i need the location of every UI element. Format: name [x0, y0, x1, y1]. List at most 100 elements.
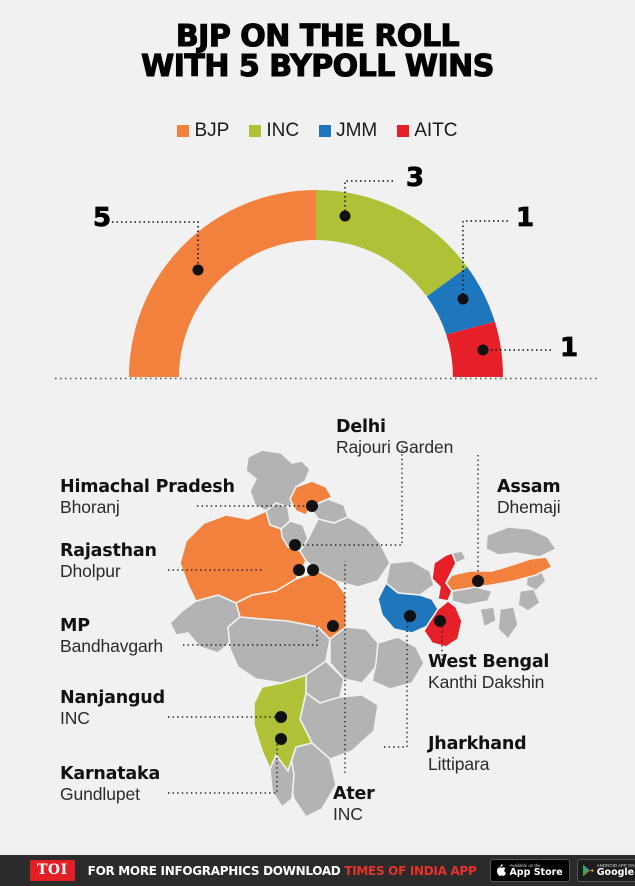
dot-bandhavgarh — [327, 620, 339, 632]
map-label-seat: Bandhavgarh — [60, 636, 164, 656]
map-label-karnataka: Karnataka Gundlupet — [60, 764, 161, 805]
dot-gundlupet — [275, 733, 287, 745]
map-label-himachal-pradesh: Himachal Pradesh Bhoranj — [60, 477, 235, 518]
legend-item-jmm: JMM — [319, 121, 377, 140]
play-icon — [582, 864, 593, 877]
map-label-jharkhand: Jharkhand Littipara — [428, 734, 527, 775]
legend-swatch-bjp — [177, 124, 190, 137]
legend-swatch-aitc — [397, 124, 410, 137]
google-play-badge-text: ANDROID APP ON Google play — [597, 863, 635, 878]
india-map-svg — [168, 445, 558, 819]
map-leader-lines — [168, 445, 479, 794]
map-label-state: MP — [60, 616, 90, 636]
legend-swatch-jmm — [319, 124, 332, 137]
legend-label-inc: INC — [266, 120, 300, 141]
footer-text-brand: TIMES OF INDIA — [344, 863, 447, 878]
title-line-1: BJP ON THE ROLL — [175, 19, 460, 54]
footer-text-tail: APP — [446, 863, 477, 878]
map-label-seat: Gundlupet — [60, 784, 140, 804]
map-label-assam: Assam Dhemaji — [497, 477, 561, 518]
state-himachal-pradesh-bjp — [289, 480, 334, 517]
map-states-aitc — [423, 552, 463, 648]
legend-item-inc: INC — [249, 121, 299, 140]
map-label-state: Ater — [333, 784, 375, 804]
arc-segment-inc — [316, 190, 468, 297]
state-west-bengal-aitc — [423, 552, 463, 648]
callout-dot-jmm — [457, 293, 469, 305]
app-store-badge[interactable]: Available on the App Store — [490, 859, 570, 882]
app-store-badge-small: Available on the — [509, 863, 541, 868]
callout-leader-jmm — [462, 220, 508, 294]
state-madhya-pradesh-bjp — [235, 570, 347, 641]
page-title: BJP ON THE ROLL WITH 5 BYPOLL WINS — [0, 19, 635, 84]
state-karnataka-inc — [253, 673, 314, 773]
leader-delhi — [299, 445, 403, 546]
state-manipur — [517, 588, 541, 612]
google-play-badge-big: Google play — [596, 867, 635, 878]
dot-bhoranj — [306, 500, 318, 512]
legend-label-jmm: JMM — [336, 120, 378, 141]
map-states-inc — [253, 673, 314, 773]
map-label-seat: Dholpur — [60, 561, 121, 581]
apple-icon — [497, 864, 507, 876]
map-seat-dots — [275, 500, 484, 745]
map-label-seat: INC — [333, 804, 363, 824]
semi-donut-chart: 5 3 1 1 — [0, 160, 635, 390]
dot-littipara — [404, 610, 416, 622]
google-play-badge[interactable]: ANDROID APP ON Google play — [576, 859, 635, 882]
state-odisha — [371, 636, 425, 690]
map-label-seat: Littipara — [428, 754, 490, 774]
map-label-mp: MP Bandhavgarh — [60, 616, 164, 657]
state-rajasthan-bjp — [179, 509, 307, 604]
map-label-seat: Kanthi Dakshin — [428, 672, 545, 692]
callout-value-bjp: 5 — [93, 203, 112, 233]
map-label-delhi: Delhi Rajouri Garden — [336, 418, 453, 458]
app-store-badges: Available on the App Store ANDROID APP O… — [490, 859, 635, 882]
legend-swatch-inc — [249, 124, 262, 137]
map-label-state: Nanjangud — [60, 688, 165, 708]
leader-jharkhand — [384, 616, 408, 748]
legend-item-aitc: AITC — [397, 120, 458, 141]
callout-dot-bjp — [192, 264, 204, 276]
footer-text: FOR MORE INFOGRAPHICS DOWNLOAD TIMES OF … — [88, 864, 477, 878]
legend-label-bjp: BJP — [194, 120, 230, 141]
callout-leader-bjp — [103, 221, 199, 266]
map-label-west-bengal: West Bengal Kanthi Dakshin — [428, 652, 550, 693]
state-arunachal — [485, 526, 558, 558]
map-label-state: Rajasthan — [60, 541, 157, 561]
dot-dholpur — [293, 564, 305, 576]
map-label-state: West Bengal — [428, 652, 550, 672]
legend-label-aitc: AITC — [414, 120, 458, 141]
google-play-badge-small: ANDROID APP ON — [596, 863, 635, 868]
toi-logo: TOI — [30, 860, 75, 881]
legend-item-bjp: BJP — [177, 121, 229, 140]
state-mizoram — [497, 606, 519, 641]
app-store-badge-text: Available on the App Store — [509, 863, 562, 878]
dot-ater — [307, 564, 319, 576]
arc-segment-bjp — [129, 190, 316, 377]
map-label-seat: Bhoranj — [60, 497, 120, 517]
map-label-state: Assam — [497, 477, 561, 497]
title-line-2: WITH 5 BYPOLL WINS — [141, 49, 495, 84]
callout-dot-aitc — [477, 344, 489, 356]
callout-dot-inc — [339, 210, 351, 222]
map-label-state: Jharkhand — [428, 734, 527, 754]
arc-segment-aitc — [446, 321, 504, 377]
dot-dhemaji — [472, 575, 484, 587]
dot-delhi — [289, 539, 301, 551]
map-label-state: Himachal Pradesh — [60, 477, 235, 497]
map-label-state: Karnataka — [60, 764, 161, 784]
callout-value-aitc: 1 — [560, 333, 579, 363]
dot-kanthi-dakshin — [434, 615, 446, 627]
state-tripura — [479, 606, 497, 629]
map-states-bjp — [179, 480, 554, 641]
map-label-seat: Dhemaji — [497, 497, 561, 517]
callout-value-inc: 3 — [406, 163, 425, 193]
map-label-nanjangud: Nanjangud INC — [60, 688, 165, 729]
map-label-seat: INC — [60, 708, 90, 728]
callout-leader-inc — [344, 180, 393, 211]
map-label-ater: Ater INC — [333, 784, 375, 825]
footer-text-plain: FOR MORE INFOGRAPHICS DOWNLOAD — [87, 863, 345, 878]
footer-bar: TOI FOR MORE INFOGRAPHICS DOWNLOAD TIMES… — [0, 855, 635, 886]
chart-legend: BJP INC JMM AITC — [0, 121, 635, 140]
